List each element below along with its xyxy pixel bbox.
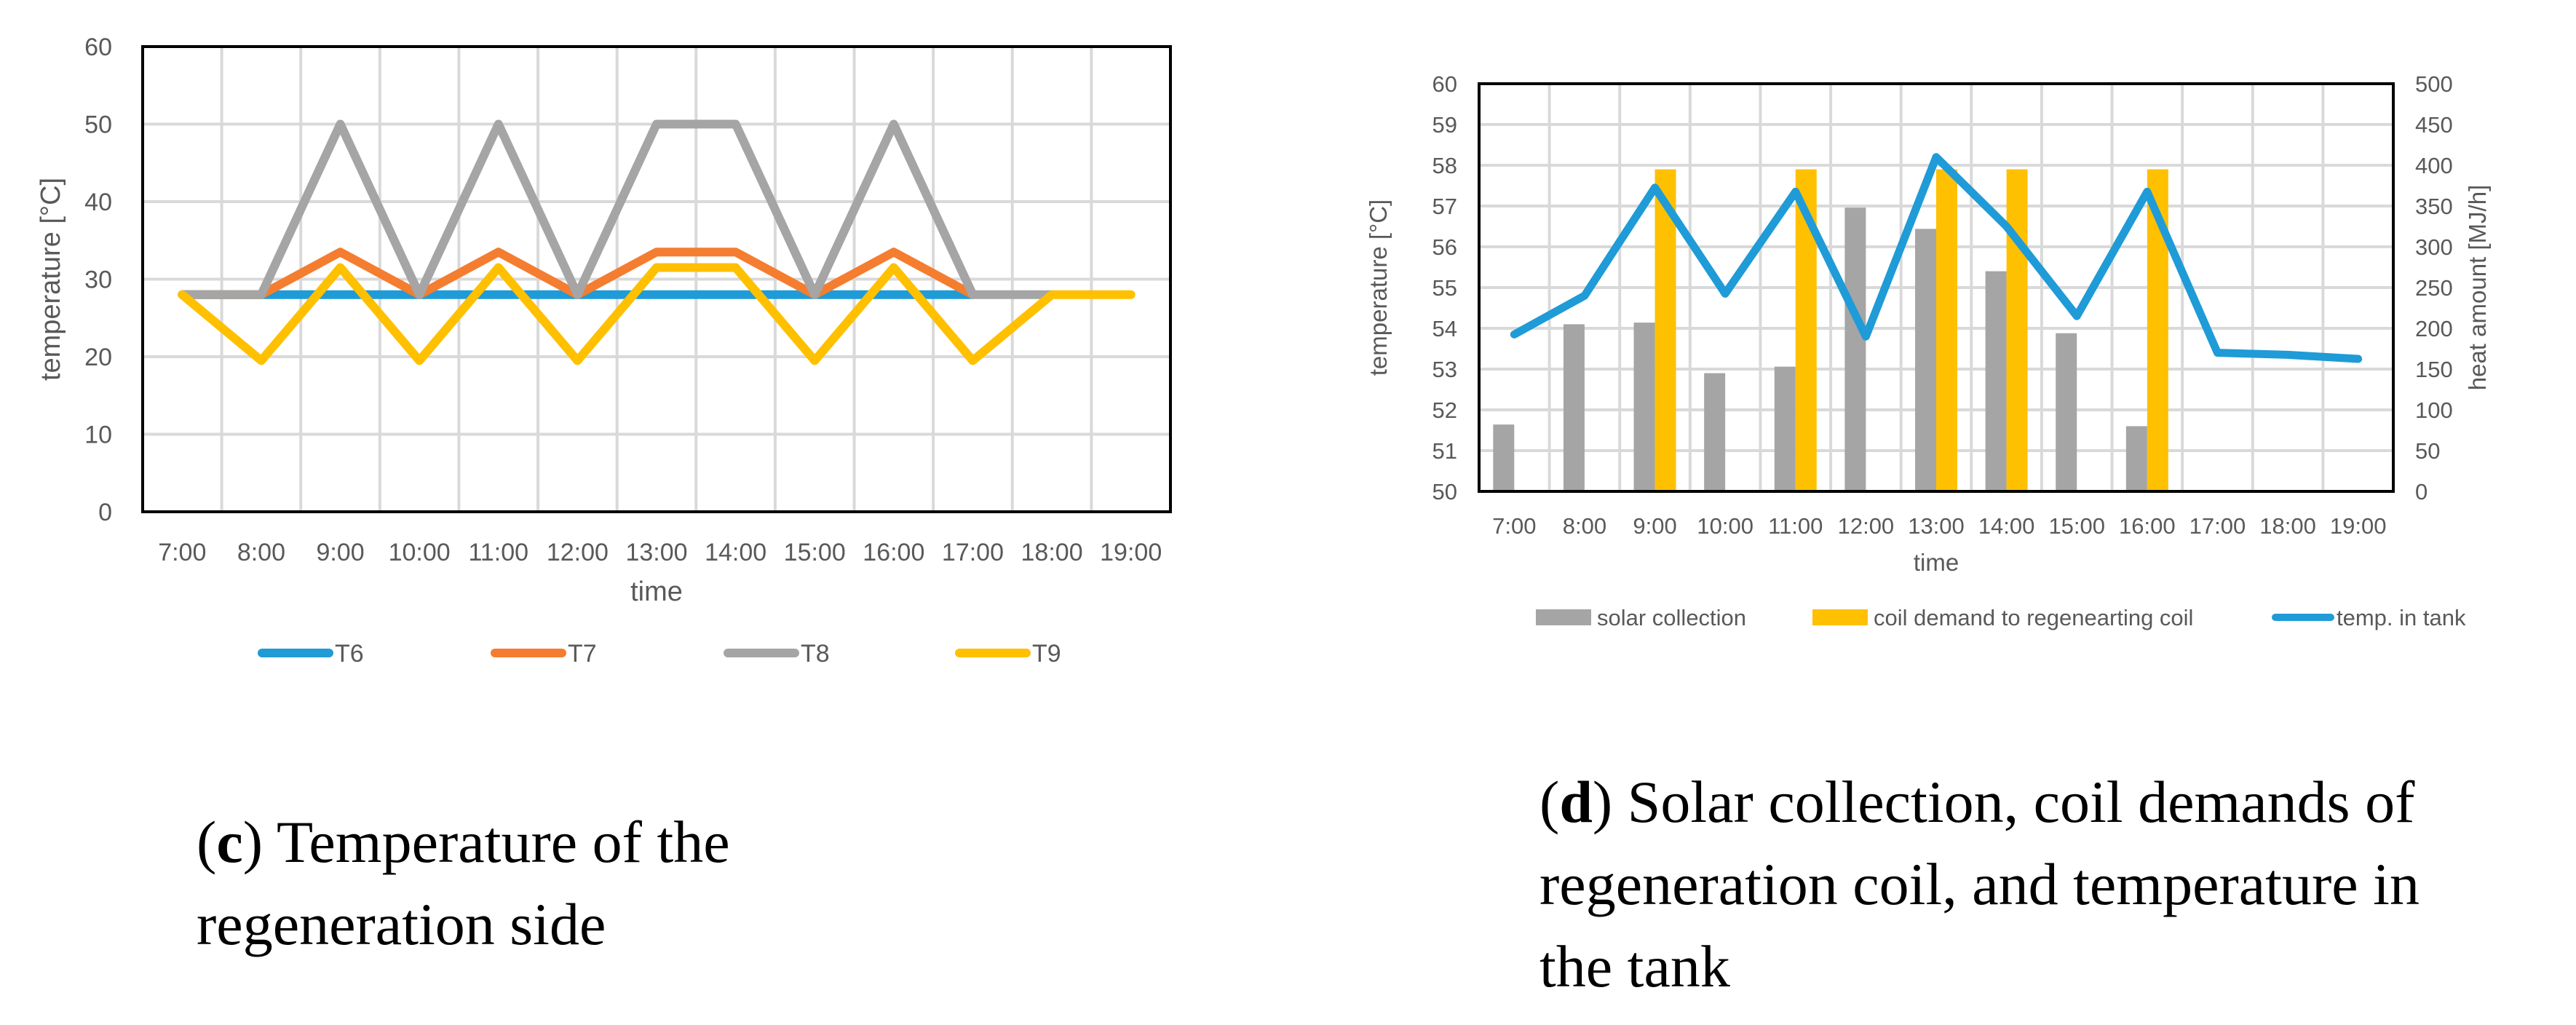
bar-coil-demand-to-regenearting-coil — [1936, 169, 1957, 491]
series-line-temp-in-tank — [1510, 153, 2363, 363]
x-tick-label: 9:00 — [1633, 513, 1676, 539]
series-line-T9 — [178, 263, 1136, 365]
caption-c-line2: regeneration side — [197, 891, 606, 958]
bar-solar-collection — [1704, 373, 1726, 491]
bar-solar-collection — [1915, 229, 1936, 491]
legend-label-coil-demand: coil demand to regenearting coil — [1874, 605, 2193, 630]
y-tick-label: 54 — [1432, 316, 1457, 341]
x-tick-label: 15:00 — [784, 539, 846, 566]
x-tick-label: 8:00 — [1563, 513, 1606, 539]
legend-label-T6: T6 — [335, 640, 364, 668]
x-tick-label: 10:00 — [1697, 513, 1753, 539]
y-tick-label: 40 — [84, 189, 112, 216]
y-tick-label: 55 — [1432, 275, 1457, 301]
bar-solar-collection — [1844, 207, 1866, 491]
x-tick-label: 11:00 — [468, 539, 528, 566]
y-axis-title: temperature [°C] — [36, 178, 66, 381]
bar-solar-collection — [1563, 324, 1585, 491]
y-tick-label: 59 — [1432, 112, 1457, 138]
y-tick-label: 51 — [1432, 438, 1457, 464]
y2-tick-label: 50 — [2415, 438, 2440, 464]
legend-label-T8: T8 — [801, 640, 830, 668]
x-tick-label: 8:00 — [237, 539, 285, 566]
y-tick-label: 58 — [1432, 153, 1457, 178]
y-tick-label: 50 — [84, 111, 112, 139]
bar-solar-collection — [1633, 322, 1655, 491]
caption-d-line3: the tank — [1539, 933, 1730, 1000]
bar-coil-demand-to-regenearting-coil — [1654, 169, 1676, 491]
y-tick-label: 30 — [84, 266, 112, 294]
legend-label-temp-in-tank: temp. in tank — [2337, 605, 2466, 630]
x-tick-label: 14:00 — [705, 539, 766, 566]
x-tick-label: 13:00 — [1908, 513, 1965, 539]
x-tick-label: 9:00 — [316, 539, 364, 566]
y-tick-label: 53 — [1432, 357, 1457, 382]
legend-label-T9: T9 — [1032, 640, 1061, 668]
y2-tick-label: 100 — [2415, 397, 2453, 423]
y-tick-label: 60 — [1432, 71, 1457, 97]
bar-solar-collection — [1493, 424, 1515, 491]
caption-d: (d) Solar collection, coil demands of re… — [1539, 761, 2559, 1008]
y-tick-label: 57 — [1432, 194, 1457, 219]
y2-tick-label: 300 — [2415, 234, 2453, 260]
legend-swatch-solar-collection — [1536, 609, 1591, 625]
x-tick-label: 19:00 — [2330, 513, 2387, 539]
y-tick-label: 0 — [98, 499, 112, 526]
x-tick-label: 11:00 — [1768, 513, 1823, 539]
legend-label-solar-collection: solar collection — [1597, 605, 1746, 630]
legend-label-T7: T7 — [568, 640, 597, 668]
x-tick-label: 19:00 — [1100, 539, 1162, 566]
x-tick-label: 15:00 — [2048, 513, 2105, 539]
bar-solar-collection — [1774, 366, 1796, 491]
caption-d-line1: ) Solar collection, coil demands of — [1592, 769, 2415, 835]
x-tick-label: 13:00 — [625, 539, 687, 566]
y-tick-label: 56 — [1432, 234, 1457, 260]
plot-area-border — [141, 45, 1172, 513]
x-tick-label: 18:00 — [1021, 539, 1083, 566]
x-tick-label: 10:00 — [389, 539, 451, 566]
y2-tick-label: 350 — [2415, 194, 2453, 219]
x-tick-label: 16:00 — [2119, 513, 2176, 539]
y2-tick-label: 500 — [2415, 71, 2453, 97]
x-tick-label: 16:00 — [863, 539, 924, 566]
series-line-T8 — [178, 119, 1057, 299]
x-tick-label: 7:00 — [158, 539, 206, 566]
x-tick-label: 17:00 — [942, 539, 1004, 566]
x-tick-label: 18:00 — [2259, 513, 2316, 539]
plot-area-border — [1478, 82, 2395, 493]
y-tick-label: 50 — [1432, 479, 1457, 504]
legend-swatch-coil-demand — [1812, 609, 1868, 625]
bar-solar-collection — [1985, 271, 2007, 491]
x-tick-label: 14:00 — [1978, 513, 2035, 539]
x-tick-label: 12:00 — [1838, 513, 1895, 539]
x-axis-title: time — [630, 577, 683, 607]
caption-d-letter: d — [1559, 769, 1593, 835]
caption-c-line1: ) Temperature of the — [242, 809, 730, 875]
y-tick-label: 20 — [84, 344, 112, 371]
caption-d-line2: regeneration coil, and temperature in — [1539, 851, 2420, 918]
bar-solar-collection — [2056, 333, 2077, 491]
y2-tick-label: 150 — [2415, 357, 2453, 382]
y2-tick-label: 400 — [2415, 153, 2453, 178]
x-axis-title: time — [1914, 549, 1959, 576]
y2-tick-label: 450 — [2415, 112, 2453, 138]
bar-coil-demand-to-regenearting-coil — [2006, 169, 2028, 491]
y2-tick-label: 250 — [2415, 275, 2453, 301]
x-tick-label: 7:00 — [1492, 513, 1536, 539]
y-axis-title: temperature [°C] — [1365, 199, 1392, 376]
y-tick-label: 60 — [84, 33, 112, 61]
x-tick-label: 17:00 — [2189, 513, 2246, 539]
y-tick-label: 52 — [1432, 397, 1457, 423]
y2-tick-label: 0 — [2415, 479, 2428, 504]
y2-axis-title: heat amount [MJ/h] — [2464, 185, 2491, 390]
bar-solar-collection — [2125, 426, 2147, 491]
caption-c-letter: c — [216, 809, 243, 875]
y2-tick-label: 200 — [2415, 316, 2453, 341]
caption-c: (c) Temperature of the regeneration side — [197, 801, 1216, 965]
x-tick-label: 12:00 — [547, 539, 609, 566]
y-tick-label: 10 — [84, 422, 112, 449]
